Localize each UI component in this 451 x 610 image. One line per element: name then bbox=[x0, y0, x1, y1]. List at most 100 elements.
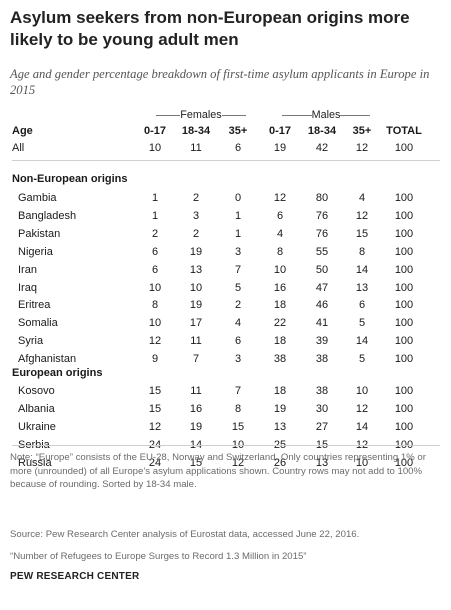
cell-value: 15 bbox=[355, 228, 369, 240]
row-label: Afghanistan bbox=[18, 353, 77, 365]
cell-value: 35+ bbox=[352, 125, 372, 137]
all-row: All 10 11 6 19 42 12 100 bbox=[0, 140, 451, 156]
cell-value: 19 bbox=[189, 421, 203, 433]
cell-value: 19 bbox=[273, 403, 287, 415]
females-group-label: Females bbox=[180, 109, 222, 121]
cell-value: 6 bbox=[358, 299, 366, 311]
cell-value: 80 bbox=[315, 192, 329, 204]
males-right-dash bbox=[340, 114, 371, 116]
cell-value: 18 bbox=[273, 299, 287, 311]
row-label: Nigeria bbox=[18, 246, 53, 258]
table-row-somalia: Somalia 10 17 4 22 41 5 100 bbox=[0, 315, 451, 331]
cell-value: 100 bbox=[394, 353, 414, 365]
cell-value: 3 bbox=[234, 353, 242, 365]
row-label: Albania bbox=[18, 403, 55, 415]
cell-value: 76 bbox=[315, 210, 329, 222]
cell-value: 4 bbox=[358, 192, 366, 204]
cell-value: 8 bbox=[276, 246, 284, 258]
table-row-nigeria: Nigeria 6 19 3 8 55 8 100 bbox=[0, 244, 451, 260]
row-label: Pakistan bbox=[18, 228, 61, 240]
cell-value: 7 bbox=[234, 264, 242, 276]
cell-value: 1 bbox=[234, 228, 242, 240]
cell-value: 6 bbox=[151, 246, 159, 258]
cell-value: 15 bbox=[231, 421, 245, 433]
cell-value: 0-17 bbox=[143, 125, 167, 137]
cell-value: 10 bbox=[355, 457, 369, 469]
cell-value: 100 bbox=[394, 317, 414, 329]
row-label: Somalia bbox=[18, 317, 58, 329]
cell-value: 12 bbox=[231, 457, 245, 469]
cell-value: 10 bbox=[148, 282, 162, 294]
row-label: All bbox=[12, 142, 25, 154]
cell-value: 19 bbox=[189, 246, 203, 258]
cell-value: 55 bbox=[315, 246, 329, 258]
cell-value: 47 bbox=[315, 282, 329, 294]
cell-value: 5 bbox=[358, 317, 366, 329]
section-header-non-european-origins: Non-European origins bbox=[12, 173, 128, 185]
brand-name: PEW RESEARCH CENTER bbox=[10, 571, 140, 582]
table-row-ukraine: Ukraine 12 19 15 13 27 14 100 bbox=[0, 419, 451, 435]
row-label: Gambia bbox=[18, 192, 57, 204]
row-label: Iraq bbox=[18, 282, 37, 294]
cell-value: 0-17 bbox=[268, 125, 292, 137]
cell-value: 6 bbox=[234, 142, 242, 154]
males-group-header: Males bbox=[269, 109, 383, 121]
cell-value: 38 bbox=[273, 353, 287, 365]
report-title: “Number of Refugees to Europe Surges to … bbox=[10, 551, 307, 562]
cell-value: 100 bbox=[394, 228, 414, 240]
cell-value: 41 bbox=[315, 317, 329, 329]
cell-value: 7 bbox=[192, 353, 200, 365]
cell-value: 26 bbox=[273, 457, 287, 469]
cell-value: 3 bbox=[234, 246, 242, 258]
cell-value: 17 bbox=[189, 317, 203, 329]
note-text: Note: “Europe” consists of the EU-28, No… bbox=[10, 452, 426, 490]
cell-value: 100 bbox=[394, 282, 414, 294]
cell-value: 14 bbox=[355, 335, 369, 347]
chart-subtitle: Age and gender percentage breakdown of f… bbox=[10, 67, 430, 97]
table-row-pakistan: Pakistan 2 2 1 4 76 15 100 bbox=[0, 226, 451, 242]
row-label: Russia bbox=[18, 457, 52, 469]
cell-value: 30 bbox=[315, 403, 329, 415]
cell-value: 27 bbox=[315, 421, 329, 433]
cell-value: 16 bbox=[189, 403, 203, 415]
cell-value: 4 bbox=[234, 317, 242, 329]
cell-value: 100 bbox=[394, 210, 414, 222]
males-group-label: Males bbox=[311, 109, 341, 121]
cell-value: 10 bbox=[273, 264, 287, 276]
row-label: Iran bbox=[18, 264, 37, 276]
chart-title: Asylum seekers from non-European origins… bbox=[10, 8, 410, 49]
row-label: Bangladesh bbox=[18, 210, 77, 222]
cell-value: 46 bbox=[315, 299, 329, 311]
cell-value: 24 bbox=[148, 457, 162, 469]
cell-value: 19 bbox=[189, 299, 203, 311]
cell-value: 11 bbox=[190, 142, 202, 154]
cell-value: 10 bbox=[148, 317, 162, 329]
column-header-row: Age 0-17 18-34 35+ 0-17 18-34 35+ TOTAL bbox=[0, 123, 451, 139]
cell-value: 18 bbox=[273, 385, 287, 397]
cell-value: 39 bbox=[315, 335, 329, 347]
table-row-iraq: Iraq 10 10 5 16 47 13 100 bbox=[0, 280, 451, 296]
cell-value: 10 bbox=[355, 385, 369, 397]
table-row-serbia: Serbia 24 14 10 25 15 12 100 bbox=[0, 437, 451, 453]
cell-value: 100 bbox=[394, 335, 414, 347]
cell-value: 13 bbox=[189, 264, 203, 276]
cell-value: 10 bbox=[189, 282, 203, 294]
cell-value: 100 bbox=[394, 421, 414, 433]
cell-value: 6 bbox=[151, 264, 159, 276]
cell-value: 100 bbox=[394, 299, 414, 311]
table-row-syria: Syria 12 11 6 18 39 14 100 bbox=[0, 333, 451, 349]
cell-value: 50 bbox=[315, 264, 329, 276]
row-label: Kosovo bbox=[18, 385, 55, 397]
cell-value: 2 bbox=[151, 228, 159, 240]
cell-value: 12 bbox=[273, 192, 287, 204]
cell-value: 14 bbox=[355, 264, 369, 276]
cell-value: 100 bbox=[394, 192, 414, 204]
section-header-european-origins: European origins bbox=[12, 367, 103, 379]
cell-value: 5 bbox=[358, 353, 366, 365]
cell-value: 13 bbox=[273, 421, 287, 433]
cell-value: 15 bbox=[148, 403, 162, 415]
cell-value: 0 bbox=[234, 192, 242, 204]
cell-value: 35+ bbox=[228, 125, 248, 137]
cell-value: 10 bbox=[148, 142, 162, 154]
